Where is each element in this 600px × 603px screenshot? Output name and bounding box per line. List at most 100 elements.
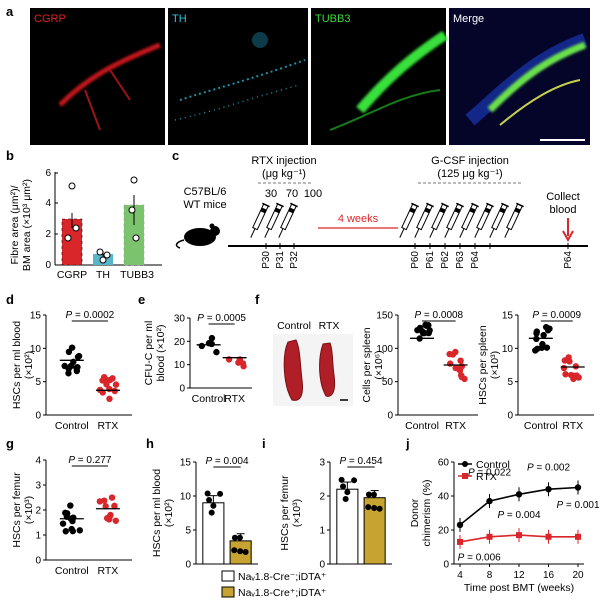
c-day-label: P60 bbox=[410, 251, 421, 269]
y-axis-label-unit: blood (×10²) bbox=[155, 325, 167, 382]
data-point bbox=[533, 330, 540, 337]
data-point bbox=[242, 548, 249, 555]
data-point bbox=[105, 515, 113, 522]
data-point bbox=[486, 533, 493, 540]
x-tick-label: 4 bbox=[457, 570, 463, 581]
data-point bbox=[217, 490, 224, 497]
data-point bbox=[231, 547, 238, 554]
p-value: P = 0.006 bbox=[458, 553, 502, 564]
c-gcsf-title: G-CSF injection bbox=[431, 155, 509, 167]
y-tick-label: 15 bbox=[502, 311, 514, 322]
y-axis-label-unit: (×10³) bbox=[291, 499, 303, 527]
micrograph-tubb3: TUBB3 bbox=[311, 8, 448, 145]
panel-letter-j: j bbox=[405, 436, 410, 451]
data-point bbox=[68, 344, 76, 351]
data-point bbox=[73, 367, 81, 375]
data-point bbox=[376, 505, 383, 512]
y-tick-label: 2 bbox=[319, 492, 325, 503]
c-rtx-unit: (μg kg⁻¹) bbox=[262, 168, 306, 180]
p-value: P = 0.022 bbox=[468, 468, 512, 479]
data-point bbox=[65, 370, 72, 377]
data-point bbox=[111, 502, 118, 510]
x-tick-label: Control bbox=[55, 420, 89, 432]
x-tick-label: RTX bbox=[98, 565, 119, 577]
p-value: P = 0.0005 bbox=[197, 313, 246, 324]
spleen-label-rtx: RTX bbox=[319, 320, 340, 332]
syringe-icon bbox=[414, 202, 434, 238]
data-point bbox=[545, 533, 552, 540]
c-dose: 70 bbox=[286, 188, 298, 200]
b-xtick: CGRP bbox=[57, 269, 87, 281]
data-point bbox=[371, 505, 378, 512]
syringe-icon bbox=[429, 202, 449, 238]
c-day-label: P64 bbox=[470, 251, 481, 269]
syringe-icon bbox=[489, 202, 509, 238]
collect-arrow-icon bbox=[562, 218, 574, 243]
data-point bbox=[208, 509, 215, 516]
c-mouse-label-1: C57BL/6 bbox=[184, 186, 227, 198]
y-axis-label-unit: (×10³) bbox=[489, 351, 501, 379]
panel-letter-d: d bbox=[6, 292, 14, 307]
b-xtick: TH bbox=[96, 269, 110, 281]
chart-e: 0 10 20 30 CFU-C per ml blood (×10²) ControlRT… bbox=[143, 313, 252, 405]
syringe-icon bbox=[264, 202, 284, 238]
data-point bbox=[206, 497, 213, 504]
data-point bbox=[566, 358, 573, 365]
data-point bbox=[570, 375, 577, 383]
chart-h: 0 5 10 15 HSCs per ml blood (×10²) P = 0.004 bbox=[151, 456, 258, 571]
data-point bbox=[457, 538, 463, 545]
y-tick-label: 1 bbox=[319, 526, 325, 537]
c-day-label: P64 bbox=[563, 251, 574, 269]
data-point bbox=[446, 360, 454, 367]
y-axis-label: HSCs per femur bbox=[279, 475, 291, 551]
y-tick-label: 1 bbox=[35, 531, 41, 542]
channel-label-cgrp: CGRP bbox=[34, 13, 66, 25]
legend-label-control: Naᵥ1.8-Cre⁻;iDTA⁺ bbox=[238, 571, 327, 583]
micrograph-merge: Merge bbox=[449, 8, 590, 145]
data-point bbox=[59, 520, 67, 527]
c-mouse-label-2: WT mice bbox=[183, 199, 226, 211]
y-tick-label: 20 bbox=[174, 337, 186, 348]
b-ytick: 0 bbox=[45, 260, 51, 271]
data-point bbox=[100, 373, 108, 381]
channel-label-merge: Merge bbox=[453, 13, 484, 25]
data-point bbox=[342, 496, 349, 503]
x-tick-label: 16 bbox=[543, 570, 555, 581]
panel-letter-f: f bbox=[255, 292, 260, 307]
y-tick-label: 10 bbox=[502, 344, 514, 355]
data-point bbox=[425, 322, 432, 329]
y-tick-label: 0 bbox=[35, 411, 41, 422]
y-axis-label-unit: (×10⁶) bbox=[373, 350, 385, 379]
y-axis-label-unit: (×10²) bbox=[23, 351, 35, 379]
p-value: P = 0.001 bbox=[556, 500, 600, 511]
micrograph-th: TH bbox=[168, 8, 308, 145]
y-axis-label-unit: chimerism (%) bbox=[421, 479, 433, 546]
data-point bbox=[456, 521, 464, 529]
data-point bbox=[67, 502, 74, 509]
y-tick-label: 30 bbox=[174, 314, 186, 325]
panel-letter-g: g bbox=[6, 436, 14, 451]
data-point bbox=[515, 491, 523, 498]
data-point bbox=[340, 483, 347, 490]
channel-label-th: TH bbox=[172, 13, 187, 25]
y-axis-label-unit: (×10³) bbox=[23, 496, 35, 524]
data-point bbox=[103, 381, 110, 388]
x-tick-label: 12 bbox=[513, 570, 525, 581]
x-tick-label: Control bbox=[192, 393, 226, 405]
panel-letter-h: h bbox=[146, 436, 154, 451]
y-tick-label: 5 bbox=[507, 377, 513, 388]
data-point bbox=[240, 363, 247, 370]
x-tick-label: 20 bbox=[572, 570, 584, 581]
y-tick-label: 20 bbox=[438, 526, 450, 537]
data-point bbox=[204, 490, 211, 497]
x-tick-label: Control bbox=[405, 420, 439, 432]
y-tick-label: 100 bbox=[376, 344, 393, 355]
b-ylabel-2: BM area (×10³ μm²) bbox=[21, 179, 33, 271]
data-point bbox=[111, 387, 118, 395]
data-point bbox=[231, 534, 238, 541]
data-point bbox=[338, 476, 345, 483]
y-tick-label: 40 bbox=[438, 492, 450, 503]
syringe-icon bbox=[444, 202, 464, 238]
data-point bbox=[344, 489, 351, 496]
data-point bbox=[457, 372, 465, 379]
